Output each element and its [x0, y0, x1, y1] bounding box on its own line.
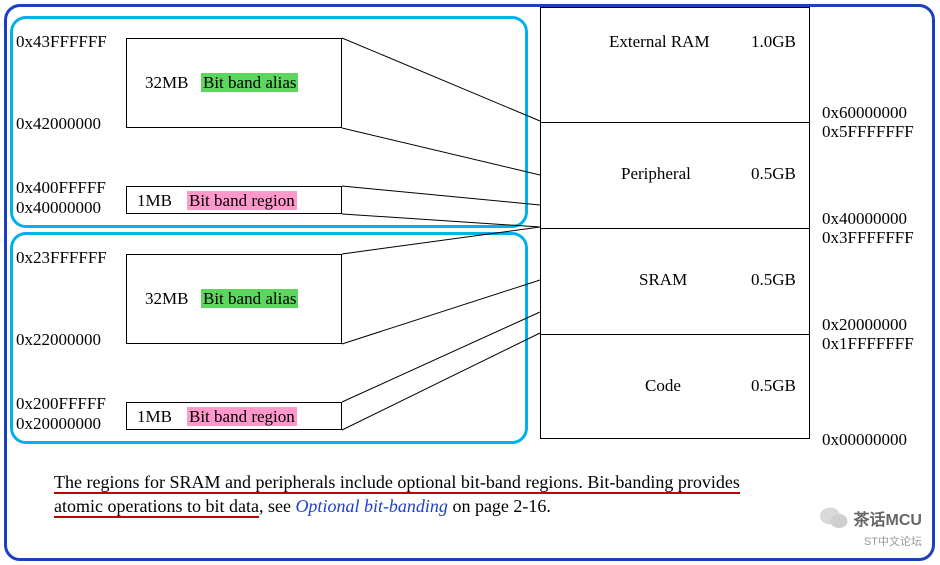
watermark-subtitle: ST中文论坛 — [819, 533, 922, 549]
addr-right-4: 0x00000000 — [822, 430, 907, 450]
watermark-title: 茶话MCU — [854, 512, 922, 529]
alias-bottom-label: Bit band alias — [201, 289, 298, 309]
addr-left-4: 0x40000000 — [16, 198, 101, 218]
watermark: 茶话MCU ST中文论坛 — [819, 505, 922, 549]
mem-row-name-1: Peripheral — [621, 164, 691, 184]
addr-left-1: 0x43FFFFFF — [16, 32, 107, 52]
mem-row-name-3: Code — [645, 376, 681, 396]
mem-row-name-2: SRAM — [639, 270, 687, 290]
mem-row-size-3: 0.5GB — [751, 376, 796, 396]
mem-divider-1 — [541, 122, 809, 123]
caption-text: The regions for SRAM and peripherals inc… — [54, 470, 904, 519]
addr-right-3b: 0x1FFFFFFF — [822, 334, 914, 354]
caption-ul1: The regions for SRAM and peripherals inc… — [54, 472, 740, 494]
addr-right-3a: 0x20000000 — [822, 315, 907, 335]
mem-divider-3 — [541, 334, 809, 335]
addr-right-2a: 0x40000000 — [822, 209, 907, 229]
region-top-size: 1MB — [137, 191, 172, 211]
addr-left-2: 0x42000000 — [16, 114, 101, 134]
addr-left-8: 0x20000000 — [16, 414, 101, 434]
addr-right-2b: 0x3FFFFFFF — [822, 228, 914, 248]
mem-row-size-1: 0.5GB — [751, 164, 796, 184]
mem-row-size-2: 0.5GB — [751, 270, 796, 290]
region-bottom-label: Bit band region — [187, 407, 297, 427]
alias-top-label: Bit band alias — [201, 73, 298, 93]
addr-left-3: 0x400FFFFF — [16, 178, 106, 198]
addr-right-1b: 0x5FFFFFFF — [822, 122, 914, 142]
addr-left-6: 0x22000000 — [16, 330, 101, 350]
alias-top-size: 32MB — [145, 73, 188, 93]
region-box-top: 1MB Bit band region — [126, 186, 342, 214]
mem-divider-2 — [541, 228, 809, 229]
memory-map-column: External RAM 1.0GB Peripheral 0.5GB SRAM… — [540, 7, 810, 439]
region-box-bottom: 1MB Bit band region — [126, 402, 342, 430]
mem-row-size-0: 1.0GB — [751, 32, 796, 52]
region-top-label: Bit band region — [187, 191, 297, 211]
mem-row-name-0: External RAM — [609, 32, 710, 52]
addr-right-1a: 0x60000000 — [822, 103, 907, 123]
addr-left-5: 0x23FFFFFF — [16, 248, 107, 268]
wechat-icon — [819, 505, 849, 531]
region-bottom-size: 1MB — [137, 407, 172, 427]
caption-tail: on page 2-16. — [448, 496, 551, 516]
caption-ul2: atomic operations to bit data — [54, 496, 259, 518]
alias-box-top: 32MB Bit band alias — [126, 38, 342, 128]
caption-sep: , see — [259, 496, 295, 516]
addr-left-7: 0x200FFFFF — [16, 394, 106, 414]
caption-link[interactable]: Optional bit-banding — [295, 496, 448, 516]
alias-box-bottom: 32MB Bit band alias — [126, 254, 342, 344]
alias-bottom-size: 32MB — [145, 289, 188, 309]
